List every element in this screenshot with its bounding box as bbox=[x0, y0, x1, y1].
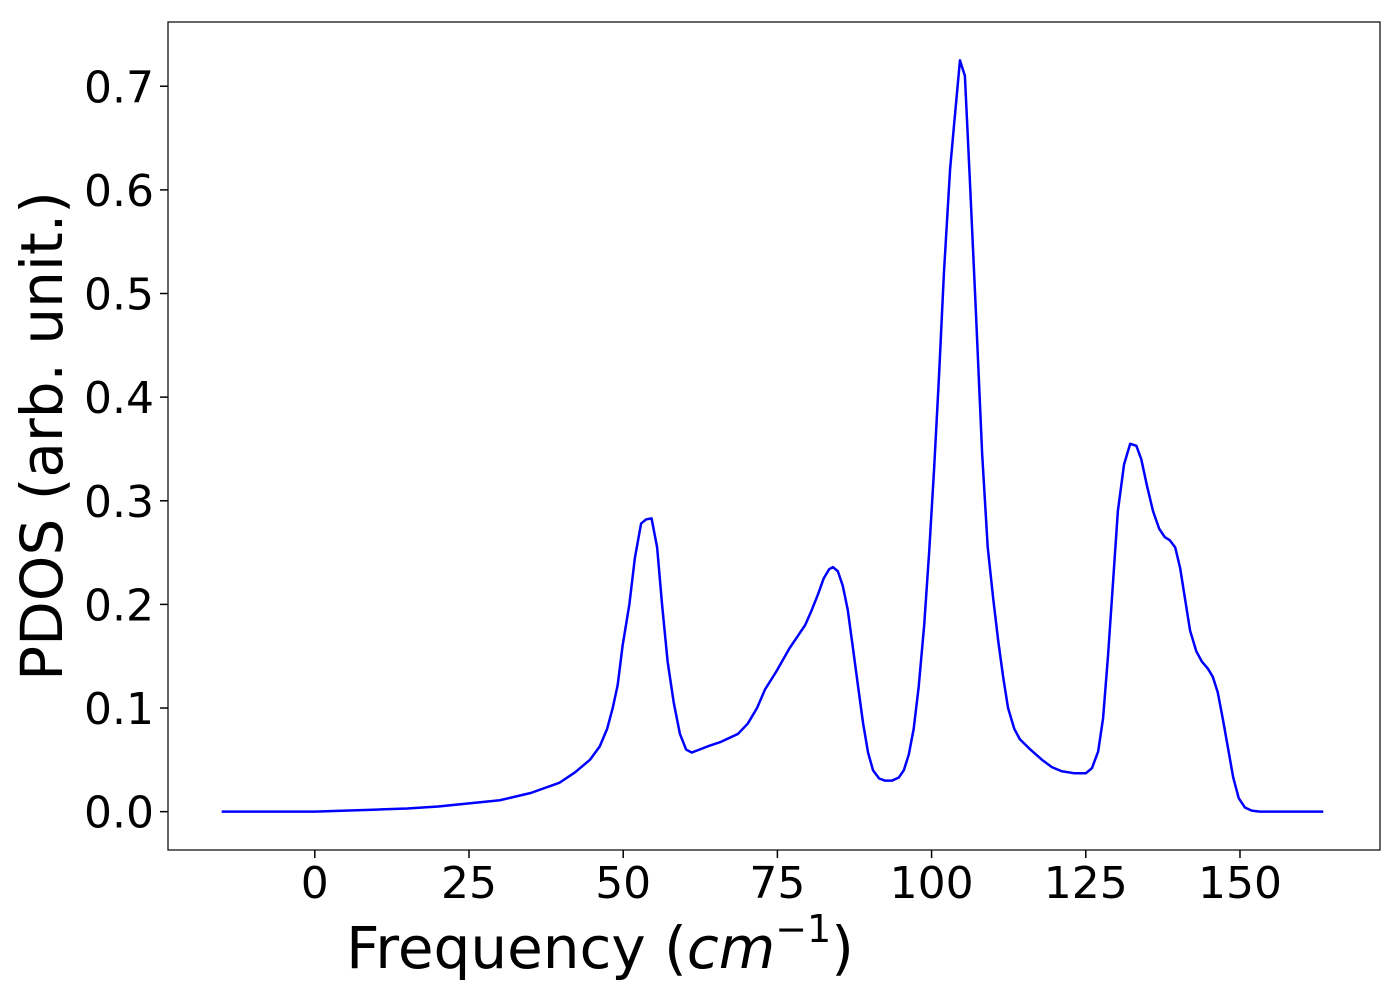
x-tick-label: 100 bbox=[890, 858, 974, 909]
y-tick-label: 0.1 bbox=[84, 684, 154, 735]
data-line bbox=[221, 59, 1324, 813]
y-tick-label: 0.3 bbox=[84, 477, 154, 528]
x-label-end: ) bbox=[831, 914, 854, 982]
y-tick-label: 0.4 bbox=[84, 373, 154, 424]
y-tick-label: 0.5 bbox=[84, 270, 154, 321]
y-axis-label: PDOS (arb. unit.) bbox=[8, 191, 76, 681]
x-axis-label: Frequency (cm−1) bbox=[346, 907, 854, 982]
y-tick-label: 0.7 bbox=[84, 62, 154, 113]
x-tick-label: 75 bbox=[749, 858, 805, 909]
x-label-sup: −1 bbox=[775, 907, 831, 951]
x-tick-label: 125 bbox=[1044, 858, 1128, 909]
x-tick-label: 150 bbox=[1198, 858, 1282, 909]
y-tick-label: 0.0 bbox=[84, 788, 154, 839]
x-label-text: Frequency ( bbox=[346, 914, 687, 982]
x-tick-label: 50 bbox=[595, 858, 651, 909]
x-tick-label: 25 bbox=[441, 858, 497, 909]
y-tick-label: 0.6 bbox=[84, 166, 154, 217]
x-tick-label: 0 bbox=[301, 858, 329, 909]
x-label-math: cm bbox=[687, 914, 775, 982]
axes-frame bbox=[167, 21, 1381, 851]
y-tick-label: 0.2 bbox=[84, 580, 154, 631]
